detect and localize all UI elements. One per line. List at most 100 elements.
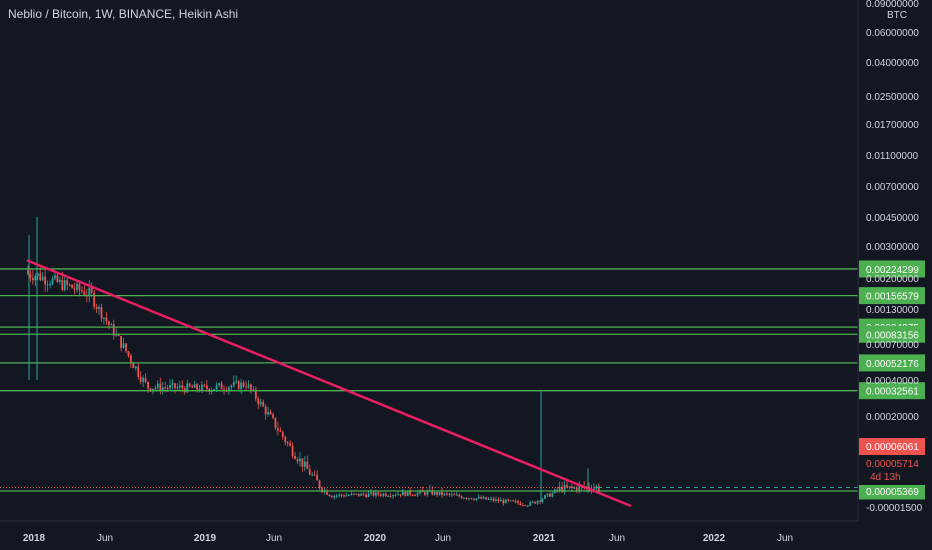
candle-body	[473, 499, 475, 501]
candle-body	[134, 366, 137, 369]
candle-body	[215, 384, 218, 390]
candle-body	[514, 501, 517, 503]
candle-body	[284, 436, 287, 443]
candle-body	[377, 492, 380, 495]
candle-body	[41, 276, 44, 281]
candle-body	[230, 385, 233, 388]
candle-body	[103, 317, 105, 319]
chart-title: Neblio / Bitcoin, 1W, BINANCE, Heikin As…	[8, 7, 239, 21]
candle-body	[76, 283, 78, 290]
candle-body	[517, 501, 519, 504]
candle-body	[465, 498, 468, 500]
y-tick-label: 0.09000000	[866, 0, 919, 10]
candle-body	[468, 498, 470, 500]
candle-body	[152, 388, 154, 392]
candle-body	[509, 500, 512, 502]
candle-body	[110, 324, 113, 326]
candle-body	[345, 495, 348, 497]
candle-body	[455, 494, 458, 496]
candle-body	[257, 398, 260, 405]
candle-body	[548, 493, 551, 497]
candle-body	[254, 389, 257, 399]
candle-body	[448, 493, 451, 495]
level-badge	[859, 482, 925, 500]
y-tick-label: 0.00130000	[866, 305, 919, 316]
candle-body	[504, 499, 507, 504]
candle-body	[475, 498, 478, 500]
candle-body	[477, 496, 480, 499]
price-unit-label: BTC	[887, 10, 907, 21]
trendline	[26, 259, 632, 508]
y-tick-label: 0.00450000	[866, 213, 919, 224]
candle-body	[169, 384, 171, 389]
candle-body	[88, 287, 91, 296]
candle-body	[166, 387, 169, 389]
candle-body	[365, 494, 367, 497]
candle-body	[264, 406, 267, 415]
candle-body	[107, 321, 110, 325]
candle-body	[120, 335, 122, 348]
candle-body	[350, 493, 353, 496]
candle-body	[98, 306, 100, 310]
y-tick-label: 0.04000000	[866, 58, 919, 69]
current-price-badge: 0.00005714 4d 13h	[859, 455, 925, 485]
y-tick-label: -0.00001500	[866, 503, 923, 514]
candle-body	[394, 495, 397, 497]
candle-body	[492, 498, 495, 501]
candle-body	[397, 494, 399, 496]
x-axis-ticks: 2018 Jun 2019 Jun 2020 Jun 2021 Jun 2022 Jun	[23, 533, 793, 544]
candle-body	[531, 501, 534, 503]
candle-body	[571, 486, 573, 488]
candle-body	[186, 383, 189, 393]
high-marker-badge: 0.00006061	[859, 438, 925, 455]
candle-body	[575, 487, 578, 492]
y-axis-ticks: 0.06000000 0.04000000 0.02500000 0.01700000…	[866, 0, 923, 514]
level-badge	[859, 260, 925, 278]
candle-body	[277, 428, 279, 431]
candle-body	[73, 288, 76, 290]
candle-body	[181, 385, 184, 389]
candle-body	[81, 290, 83, 292]
candle-body	[269, 411, 272, 415]
candle-body	[384, 493, 387, 497]
candle-body	[406, 491, 409, 496]
candle-body	[58, 279, 61, 282]
candle-body	[78, 283, 81, 291]
candle-body	[522, 505, 524, 507]
candle-body	[404, 491, 407, 496]
candle-body	[487, 499, 490, 501]
candle-body	[335, 495, 338, 497]
candle-body	[66, 280, 69, 285]
candle-body	[433, 492, 436, 495]
y-tick-label: 0.00070000	[866, 340, 919, 351]
candle-body	[279, 430, 282, 432]
high-marker-label: 0.00006061	[866, 442, 919, 453]
level-label: 0.00083156	[866, 330, 919, 341]
candle-body	[370, 492, 372, 494]
candle-body	[360, 493, 363, 496]
y-tick-label: 0.01100000	[866, 151, 919, 162]
candle-body	[534, 501, 537, 504]
candle-body	[267, 411, 269, 415]
candle-body	[262, 401, 265, 407]
x-tick-label: 2018	[23, 533, 46, 544]
candle-body	[389, 495, 392, 497]
candle-body	[519, 503, 522, 506]
candle-body	[179, 385, 181, 388]
candle-body	[421, 491, 424, 493]
level-label: 0.00005369	[866, 487, 919, 498]
candle-body	[529, 502, 532, 506]
candle-body	[326, 491, 328, 495]
candle-body	[289, 443, 292, 446]
y-tick-label: 0.00020000	[866, 412, 919, 423]
candle-body	[164, 387, 167, 389]
candle-body	[83, 291, 86, 296]
candle-body	[482, 497, 485, 499]
candle-body	[201, 384, 203, 391]
candle-body	[220, 383, 223, 390]
candle-body	[286, 442, 289, 444]
candle-body	[144, 377, 147, 382]
candle-body	[382, 493, 385, 496]
candle-body	[303, 461, 306, 467]
